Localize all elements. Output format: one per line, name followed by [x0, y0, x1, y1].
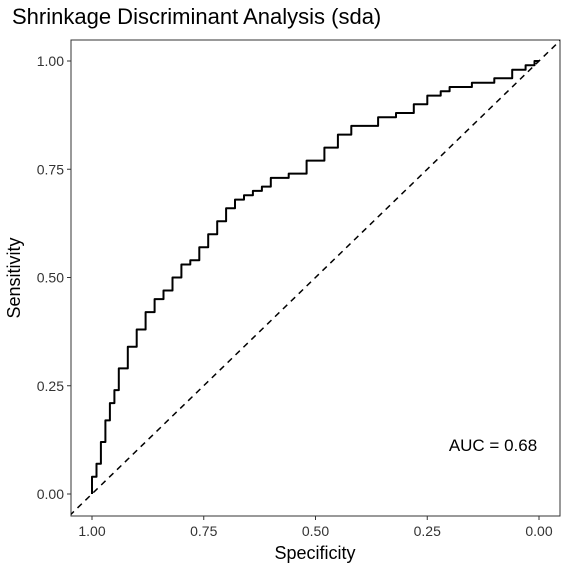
y-tick-label: 0.50 [37, 270, 64, 286]
y-axis-label: Sensitivity [4, 237, 24, 318]
auc-annotation: AUC = 0.68 [449, 436, 537, 455]
reference-diagonal-line [71, 40, 560, 516]
x-tick-label: 1.00 [78, 523, 105, 539]
roc-curve-line [91, 60, 539, 494]
x-axis-label: Specificity [274, 543, 355, 563]
series-layer [71, 40, 560, 516]
x-axis: 1.00 0.75 0.50 0.25 0.00 [78, 516, 553, 539]
y-tick-label: 0.25 [37, 378, 64, 394]
y-tick-label: 0.75 [37, 161, 64, 177]
x-tick-label: 0.50 [302, 523, 329, 539]
x-tick-label: 0.75 [190, 523, 217, 539]
chart-title: Shrinkage Discriminant Analysis (sda) [12, 4, 381, 29]
x-tick-label: 0.25 [414, 523, 441, 539]
y-tick-label: 1.00 [37, 53, 64, 69]
x-tick-label: 0.00 [525, 523, 552, 539]
y-tick-label: 0.00 [37, 486, 64, 502]
y-axis: 0.00 0.25 0.50 0.75 1.00 [37, 53, 71, 502]
